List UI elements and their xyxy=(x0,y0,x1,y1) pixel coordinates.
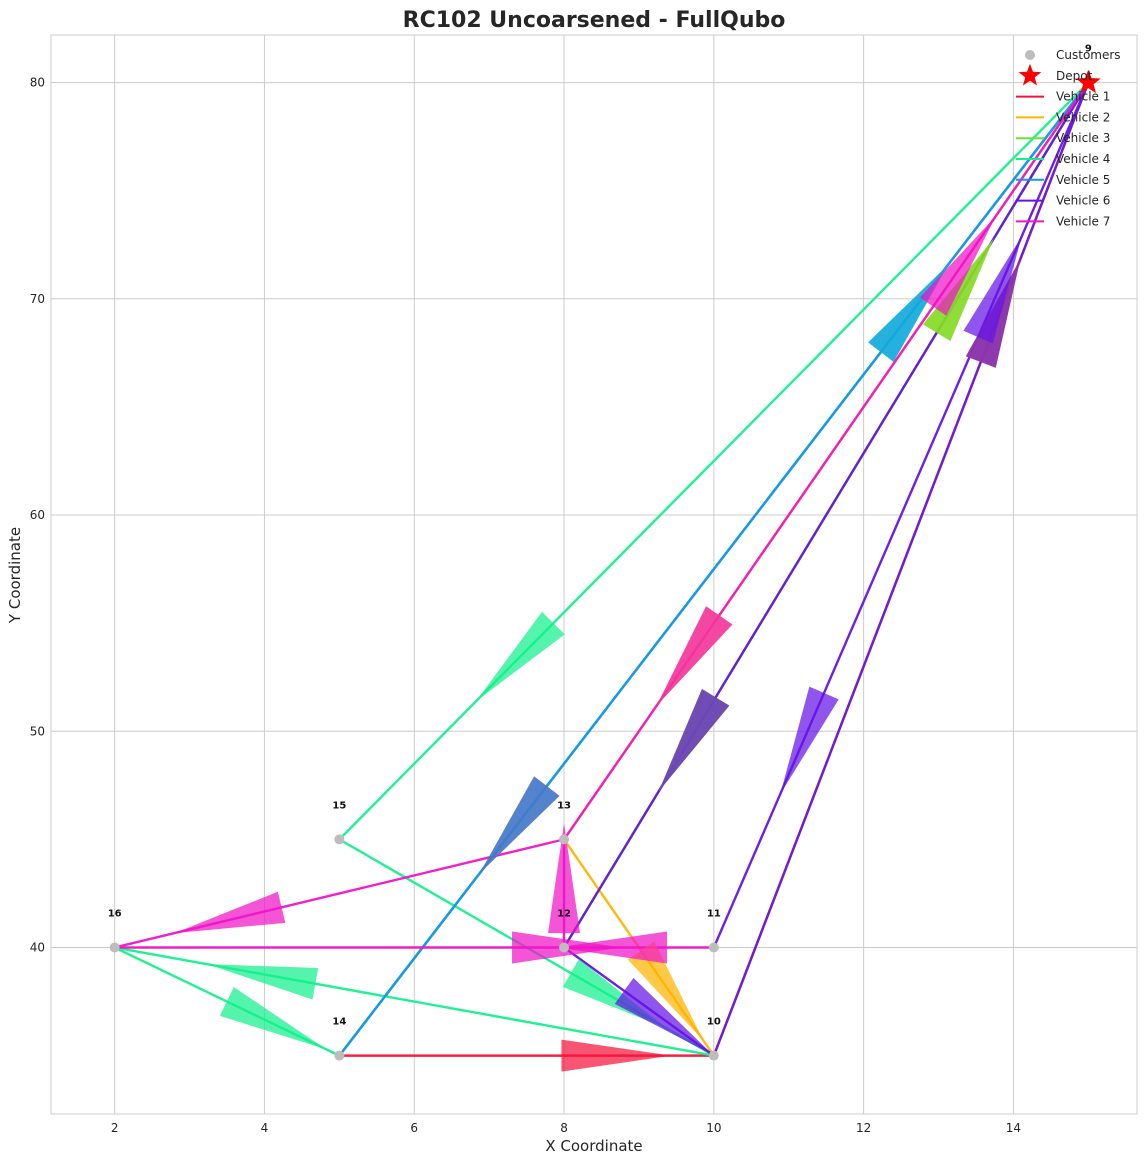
legend-customers-marker xyxy=(1025,50,1035,60)
x-tick-label: 10 xyxy=(706,1121,721,1135)
route-arrow-vehicle-6 xyxy=(963,236,1022,344)
route-arrow-vehicle-5 xyxy=(479,776,560,874)
legend-entry: Vehicle 7 xyxy=(1056,214,1110,228)
route-arrow-vehicle-4 xyxy=(219,987,326,1050)
x-tick-label: 2 xyxy=(111,1121,119,1135)
x-axis-label: X Coordinate xyxy=(545,1137,642,1155)
customer-label: 15 xyxy=(332,800,346,811)
y-tick-label: 50 xyxy=(30,724,45,738)
route-arrow-vehicle-6 xyxy=(780,686,839,794)
legend-entry: Vehicle 1 xyxy=(1056,90,1110,104)
customer-label: 14 xyxy=(332,1017,346,1028)
x-tick-label: 4 xyxy=(261,1121,269,1135)
x-tick-label: 14 xyxy=(1006,1121,1021,1135)
plot-frame xyxy=(50,34,1138,1115)
customer-label: 12 xyxy=(557,909,571,920)
tick-labels: 2 4 6 8 10 12 14 40 50 60 70 80 xyxy=(30,76,1021,1135)
customer-point xyxy=(559,834,570,845)
legend-entry: Vehicle 4 xyxy=(1056,152,1110,166)
legend-entry: Customers xyxy=(1056,48,1121,62)
customer-point xyxy=(708,1050,719,1061)
customer-label: 13 xyxy=(557,800,571,811)
route-arrow-vehicle-7 xyxy=(174,891,286,934)
route-arrow-vehicle-7 xyxy=(919,216,996,316)
route-arrow-vehicle-7 xyxy=(556,931,667,964)
route-arrows xyxy=(174,216,1022,1072)
legend-depot-marker xyxy=(1018,63,1042,86)
customer-point xyxy=(559,942,570,953)
depot-marker xyxy=(1075,69,1101,94)
customer-point xyxy=(334,834,345,845)
route-arrow-vehicle-6 xyxy=(614,977,714,1056)
route-arrow-vehicle-7 xyxy=(656,606,733,706)
legend: Customers Depot Vehicle 1 Vehicle 2 Vehicle … xyxy=(1016,48,1121,228)
legend-entry: Depot xyxy=(1056,69,1093,83)
y-tick-label: 70 xyxy=(30,292,45,306)
legend-entry: Vehicle 5 xyxy=(1056,173,1110,187)
legend-entry: Vehicle 6 xyxy=(1056,194,1110,208)
route-arrow-vehicle-2 xyxy=(627,941,704,1041)
customer-point xyxy=(334,1050,345,1061)
route-arrow-vehicle-6 xyxy=(658,689,730,792)
route-arrow-vehicle-1 xyxy=(561,1039,672,1072)
grid xyxy=(51,35,1137,1114)
y-axis-label: Y Coordinate xyxy=(6,527,24,624)
x-tick-label: 6 xyxy=(410,1121,418,1135)
route-line-vehicle-2 xyxy=(562,81,1090,1057)
y-tick-label: 60 xyxy=(30,508,45,522)
legend-entry: Vehicle 2 xyxy=(1056,110,1110,124)
route-arrow-vehicle-4 xyxy=(475,611,565,702)
customer-label: 11 xyxy=(707,909,721,920)
customer-points: 9 10 11 12 13 14 15 16 xyxy=(108,44,1101,1061)
route-arrow-vehicle-7 xyxy=(548,823,581,934)
y-tick-label: 40 xyxy=(30,941,45,955)
customer-label: 10 xyxy=(707,1017,721,1028)
route-arrow-vehicle-4 xyxy=(207,964,319,1000)
x-tick-label: 8 xyxy=(560,1121,568,1135)
route-line-vehicle-6 xyxy=(562,81,1090,1057)
customer-label: 9 xyxy=(1085,44,1092,55)
legend-entry: Vehicle 3 xyxy=(1056,131,1110,145)
customer-point xyxy=(109,942,120,953)
customer-point xyxy=(708,942,719,953)
y-tick-label: 80 xyxy=(30,76,45,90)
x-tick-label: 12 xyxy=(856,1121,871,1135)
customer-label: 16 xyxy=(108,909,122,920)
chart-title: RC102 Uncoarsened - FullQubo xyxy=(403,8,786,33)
